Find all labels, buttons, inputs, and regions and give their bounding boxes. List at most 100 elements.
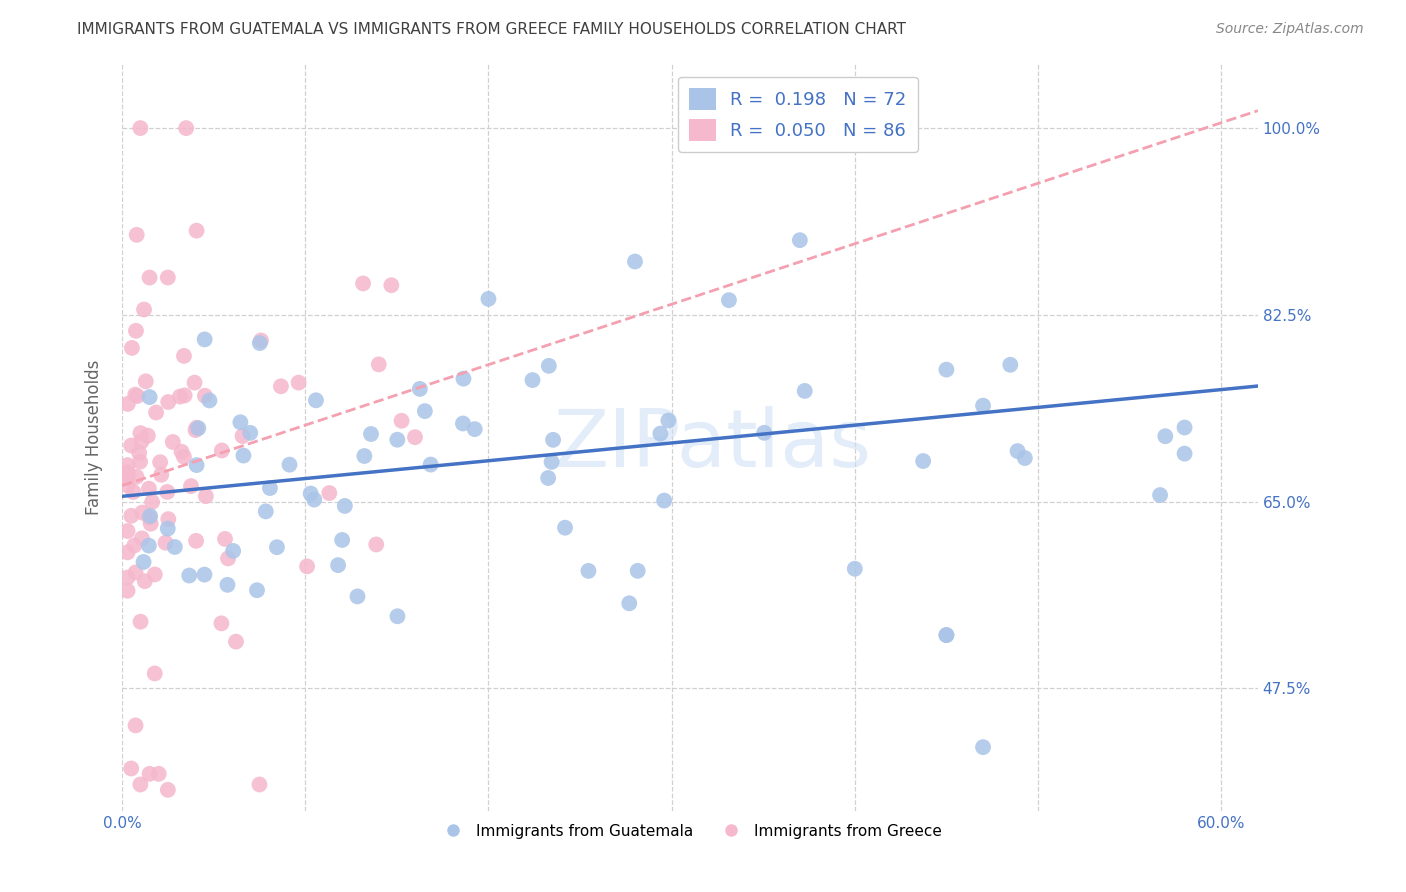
- Point: [174, 121, 197, 136]
- Point: [211, 443, 233, 458]
- Y-axis label: Family Households: Family Households: [86, 360, 103, 516]
- Point: [302, 492, 325, 507]
- Point: [150, 467, 173, 482]
- Point: [578, 564, 600, 578]
- Point: [129, 426, 152, 441]
- Point: [186, 421, 208, 435]
- Point: [129, 615, 152, 629]
- Point: [391, 414, 413, 428]
- Point: [1149, 488, 1171, 502]
- Point: [387, 433, 409, 447]
- Point: [179, 568, 201, 582]
- Point: [353, 449, 375, 463]
- Point: [225, 634, 247, 648]
- Point: [404, 430, 426, 444]
- Point: [299, 486, 322, 500]
- Point: [793, 384, 815, 398]
- Point: [141, 495, 163, 509]
- Point: [367, 358, 389, 372]
- Point: [117, 570, 139, 584]
- Point: [184, 423, 207, 437]
- Point: [209, 616, 232, 631]
- Point: [717, 293, 740, 308]
- Point: [156, 484, 179, 499]
- Point: [295, 559, 318, 574]
- Point: [453, 371, 475, 385]
- Point: [522, 373, 544, 387]
- Point: [138, 510, 160, 524]
- Point: [156, 522, 179, 536]
- Point: [139, 509, 162, 524]
- Point: [117, 397, 139, 411]
- Point: [844, 562, 866, 576]
- Point: [789, 233, 811, 247]
- Point: [194, 489, 217, 503]
- Point: [128, 446, 150, 460]
- Point: [173, 388, 195, 402]
- Point: [186, 458, 208, 472]
- Point: [287, 376, 309, 390]
- Point: [657, 413, 679, 427]
- Point: [346, 590, 368, 604]
- Text: Source: ZipAtlas.com: Source: ZipAtlas.com: [1216, 22, 1364, 37]
- Point: [935, 362, 957, 376]
- Point: [117, 524, 139, 538]
- Point: [124, 718, 146, 732]
- Point: [117, 465, 139, 479]
- Point: [127, 389, 149, 403]
- Point: [266, 540, 288, 554]
- Point: [183, 376, 205, 390]
- Point: [145, 405, 167, 419]
- Point: [198, 393, 221, 408]
- Point: [157, 395, 180, 409]
- Point: [162, 434, 184, 449]
- Point: [124, 538, 146, 552]
- Point: [134, 574, 156, 589]
- Point: [149, 455, 172, 469]
- Point: [278, 458, 301, 472]
- Point: [754, 425, 776, 440]
- Point: [132, 555, 155, 569]
- Point: [138, 270, 160, 285]
- Legend: Immigrants from Guatemala, Immigrants from Greece: Immigrants from Guatemala, Immigrants fr…: [432, 817, 948, 845]
- Point: [155, 535, 177, 549]
- Point: [413, 404, 436, 418]
- Point: [120, 508, 142, 523]
- Point: [360, 427, 382, 442]
- Point: [157, 512, 180, 526]
- Point: [935, 628, 957, 642]
- Point: [143, 666, 166, 681]
- Point: [912, 454, 935, 468]
- Point: [1007, 444, 1029, 458]
- Point: [537, 359, 560, 373]
- Point: [619, 596, 641, 610]
- Point: [464, 422, 486, 436]
- Point: [194, 333, 217, 347]
- Point: [254, 504, 277, 518]
- Point: [135, 375, 157, 389]
- Point: [624, 254, 647, 268]
- Point: [124, 566, 146, 580]
- Point: [935, 628, 957, 642]
- Point: [214, 532, 236, 546]
- Point: [156, 270, 179, 285]
- Point: [194, 389, 217, 403]
- Point: [652, 493, 675, 508]
- Point: [627, 564, 650, 578]
- Point: [232, 429, 254, 443]
- Point: [125, 470, 148, 484]
- Point: [246, 583, 269, 598]
- Point: [333, 499, 356, 513]
- Point: [217, 551, 239, 566]
- Point: [163, 540, 186, 554]
- Point: [180, 479, 202, 493]
- Point: [451, 417, 474, 431]
- Point: [125, 227, 148, 242]
- Point: [366, 537, 388, 551]
- Point: [330, 533, 353, 547]
- Point: [129, 777, 152, 791]
- Point: [409, 382, 432, 396]
- Point: [129, 121, 152, 136]
- Point: [122, 485, 145, 500]
- Point: [117, 545, 139, 559]
